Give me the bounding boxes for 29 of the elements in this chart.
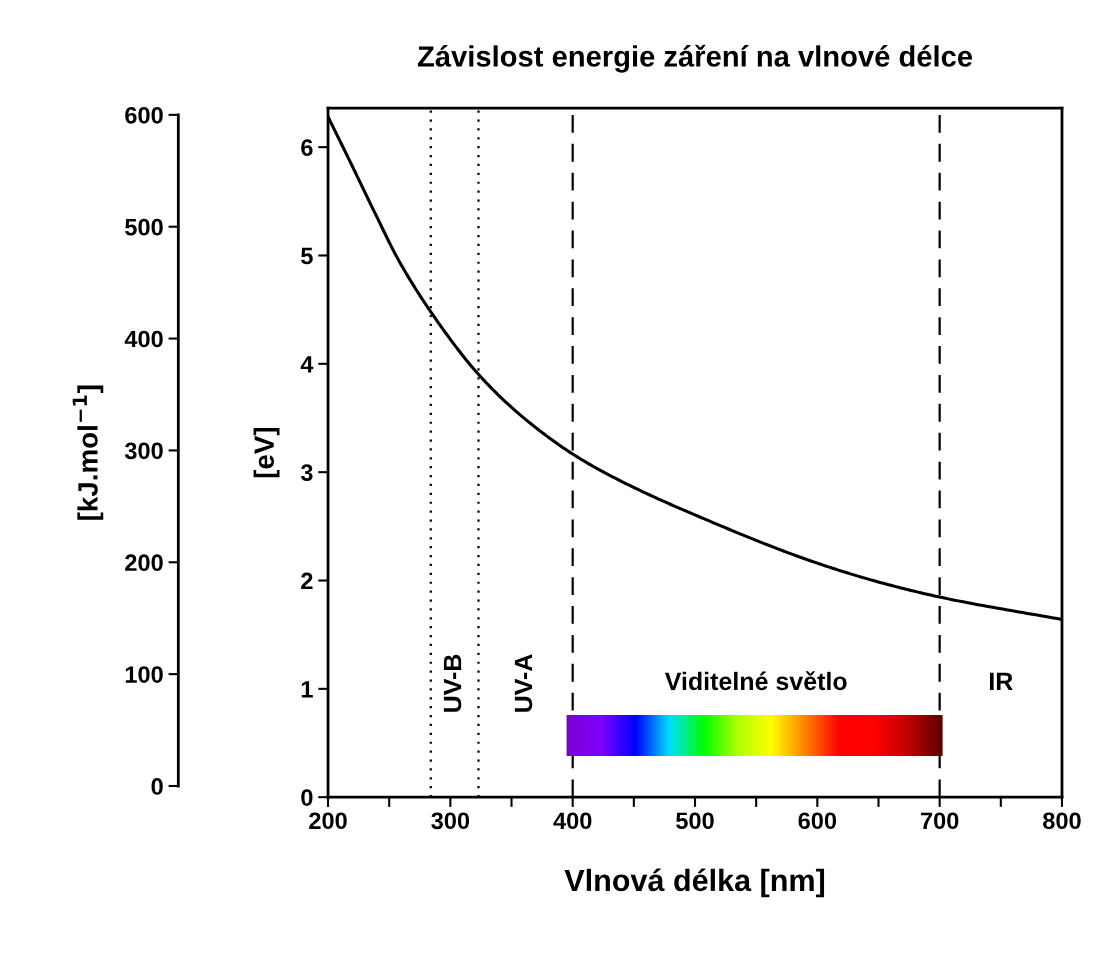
chart-title: Závislost energie záření na vlnové délce xyxy=(417,44,973,73)
y2-tick-label: 200 xyxy=(125,554,163,572)
y-axis-title: [eV] xyxy=(253,427,280,478)
x-tick-label: 200 xyxy=(309,812,347,830)
annotation: Viditelné světlo xyxy=(664,671,847,691)
y-tick-label: 6 xyxy=(301,139,313,156)
x-tick-label: 800 xyxy=(1043,812,1081,830)
x-axis-title: Vlnová délka [nm] xyxy=(564,868,825,898)
y2-tick-label: 600 xyxy=(125,106,163,124)
y-tick-label: 1 xyxy=(301,681,313,698)
annotation: UV-A xyxy=(514,654,533,712)
y2-tick-label: 400 xyxy=(124,330,163,348)
y2-tick-label: 0 xyxy=(151,778,163,795)
y2-tick-label: 500 xyxy=(125,218,163,236)
y-tick-label: 0 xyxy=(301,789,313,806)
x-tick-label: 400 xyxy=(553,812,592,830)
annotation: IR xyxy=(989,672,1013,690)
x-tick-label: 300 xyxy=(431,812,470,830)
x-tick-label: 700 xyxy=(920,812,959,830)
y-tick-label: 4 xyxy=(300,356,314,373)
y-tick-label: 3 xyxy=(300,464,313,481)
annotation: UV-B xyxy=(443,654,462,712)
y2-tick-label: 100 xyxy=(125,666,163,683)
y-tick-label: 2 xyxy=(301,572,313,590)
y2-axis-title: [kJ.mol$^{−1}$] xyxy=(72,385,104,520)
x-tick-label: 500 xyxy=(676,812,714,830)
y-tick-label: 5 xyxy=(301,247,313,265)
y2-tick-label: 300 xyxy=(124,442,163,460)
x-tick-label: 600 xyxy=(798,812,837,830)
